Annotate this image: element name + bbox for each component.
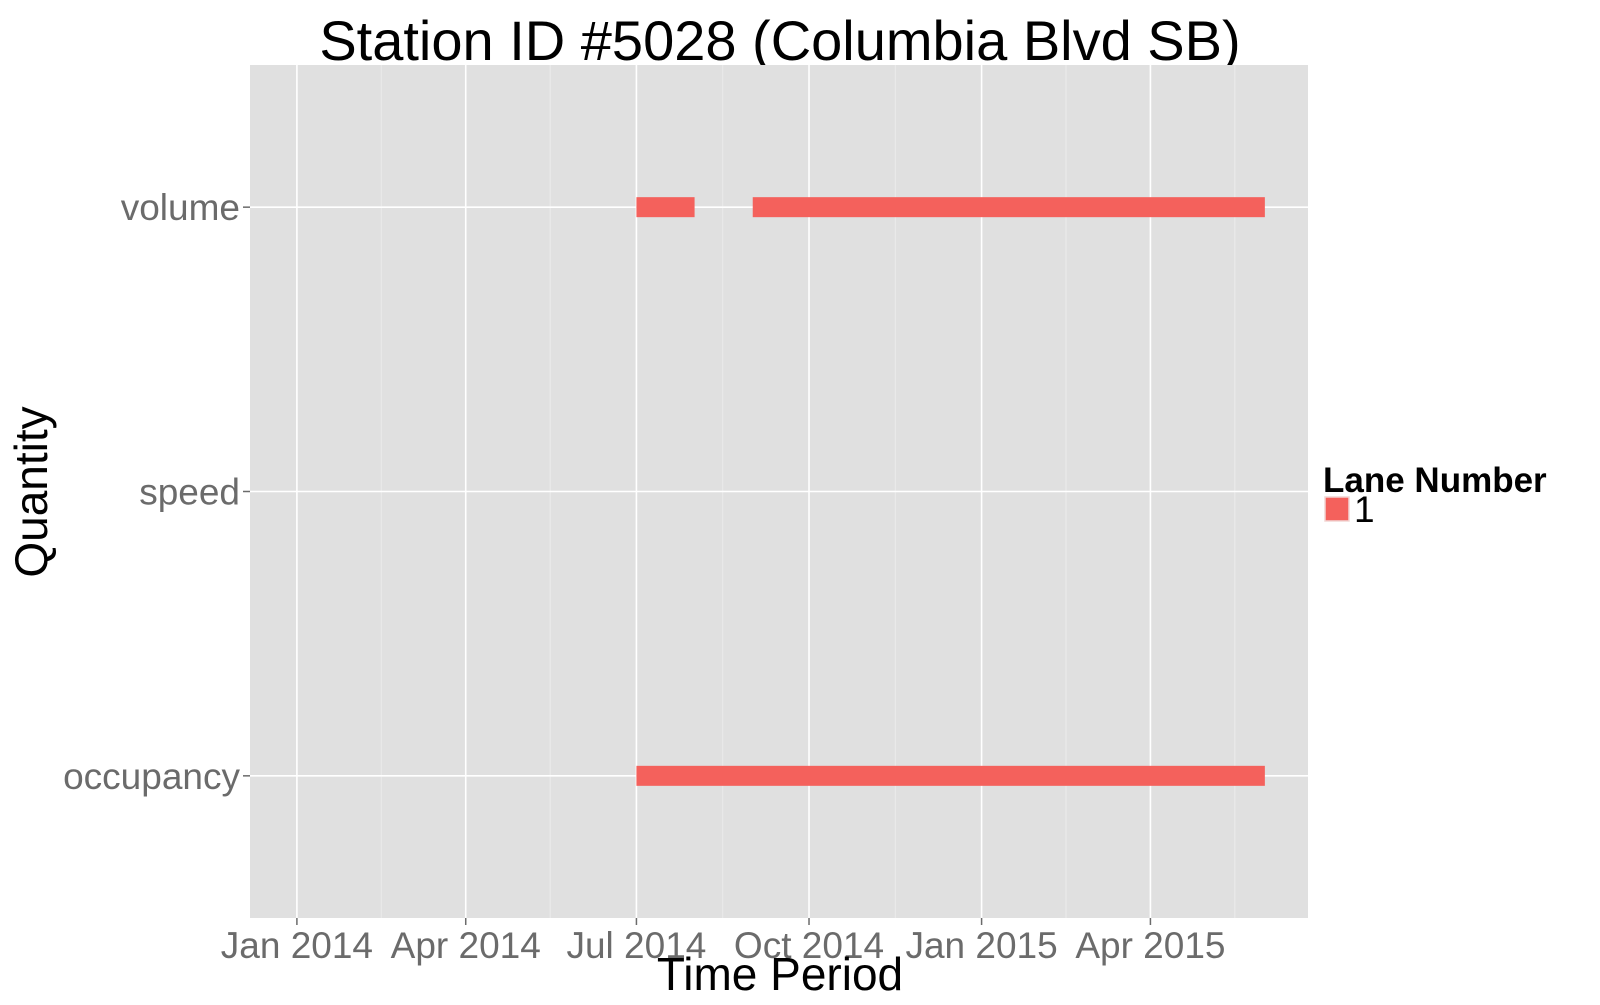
- x-tick-label: Jul 2014: [566, 925, 706, 966]
- chart-title: Station ID #5028 (Columbia Blvd SB): [319, 9, 1240, 72]
- x-axis-title: Time Period: [657, 948, 903, 1000]
- data-segment-occupancy: [636, 765, 1265, 786]
- y-tick-label: speed: [139, 472, 240, 513]
- x-tick-label: Jan 2014: [221, 925, 373, 966]
- plot-panel: volume speed occupancy Jan 2014 Apr 2014 Jul …: [63, 65, 1308, 966]
- x-tick-label: Oct 2014: [734, 925, 884, 966]
- data-segment-volume: [752, 197, 1265, 218]
- legend: Lane Number 1: [1323, 461, 1547, 530]
- x-tick-label: Apr 2014: [391, 925, 541, 966]
- legend-key-swatch: [1324, 496, 1350, 522]
- x-tick-label: Apr 2015: [1075, 925, 1225, 966]
- x-tick-label: Jan 2015: [905, 925, 1057, 966]
- legend-title: Lane Number: [1323, 461, 1547, 500]
- legend-entry-label: 1: [1354, 489, 1375, 530]
- y-axis-title: Quantity: [5, 406, 57, 577]
- data-segment-volume: [636, 197, 695, 218]
- y-tick-label: occupancy: [63, 756, 240, 797]
- y-tick-label: volume: [121, 187, 240, 228]
